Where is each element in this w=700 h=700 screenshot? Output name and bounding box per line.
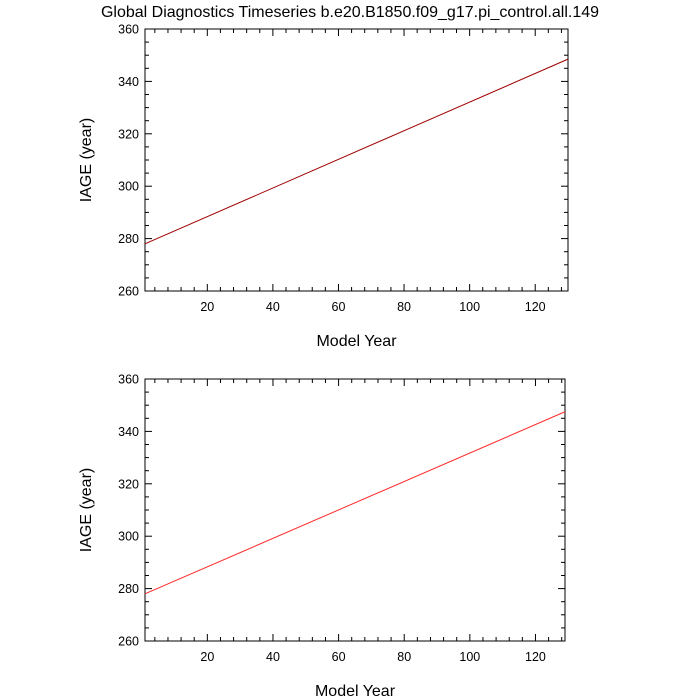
x-tick-label: 60 xyxy=(332,650,346,664)
x-axis-label: Model Year xyxy=(316,333,397,350)
y-tick-label: 320 xyxy=(118,477,139,491)
x-tick-label: 80 xyxy=(397,650,411,664)
x-tick-label: 80 xyxy=(397,300,411,314)
x-tick-label: 20 xyxy=(200,300,214,314)
y-tick-label: 320 xyxy=(118,127,139,141)
y-axis-label: IAGE (year) xyxy=(78,118,95,202)
y-tick-label: 340 xyxy=(118,75,139,89)
y-axis-label: IAGE (year) xyxy=(78,468,95,552)
x-tick-label: 40 xyxy=(266,300,280,314)
y-tick-label: 300 xyxy=(118,530,139,544)
y-tick-label: 280 xyxy=(118,582,139,596)
y-tick-label: 360 xyxy=(118,373,139,387)
x-tick-label: 100 xyxy=(459,300,480,314)
y-tick-label: 280 xyxy=(118,232,139,246)
y-tick-label: 260 xyxy=(118,285,139,299)
x-tick-label: 20 xyxy=(200,650,214,664)
x-axis-label: Model Year xyxy=(315,683,396,700)
panel-1: 20 40 60 80 100 120 260 280 300 320 340 360 Model Ye… xyxy=(78,23,569,350)
y-tick-label: 300 xyxy=(118,180,139,194)
panels: 20 40 60 80 100 120 260 280 300 320 340 360 Model Ye… xyxy=(78,23,569,700)
x-tick-label: 120 xyxy=(525,650,546,664)
series-line-1 xyxy=(144,411,566,595)
x-tick-label: 120 xyxy=(525,300,546,314)
x-tick-label: 40 xyxy=(266,650,280,664)
y-tick-label: 340 xyxy=(118,425,139,439)
panel-2: 20 40 60 80 100 120 260 280 300 320 340 360 Model Ye… xyxy=(78,373,566,700)
x-tick-label: 100 xyxy=(459,650,480,664)
figure-title: Global Diagnostics Timeseries b.e20.B185… xyxy=(101,4,599,21)
x-tick-label: 60 xyxy=(332,300,346,314)
y-tick-label: 360 xyxy=(118,23,139,37)
y-tick-label: 260 xyxy=(118,635,139,649)
series-line-1 xyxy=(144,58,569,245)
